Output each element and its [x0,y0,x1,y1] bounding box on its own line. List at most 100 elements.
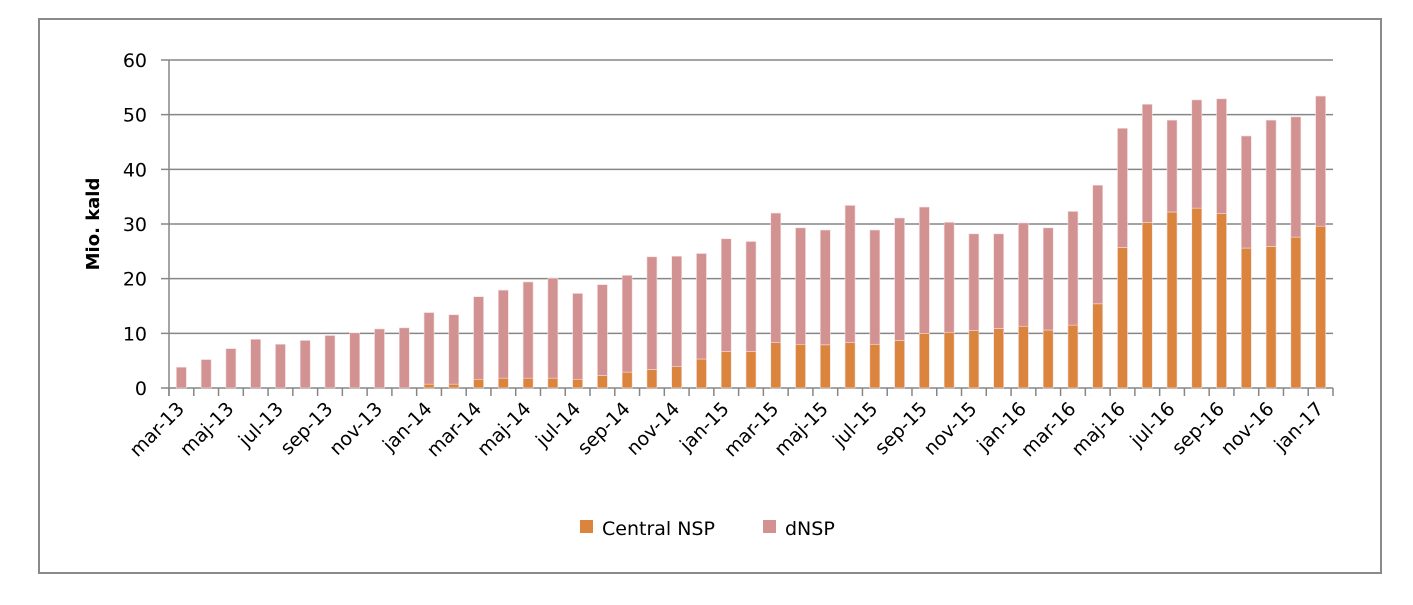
bar-central-nsp [770,342,782,389]
bar-dnsp [1067,211,1079,326]
bar-central-nsp [894,340,905,389]
bar-central-nsp [522,377,534,389]
bar-dnsp [398,327,410,389]
bar-dnsp [176,366,187,389]
bar-central-nsp [943,331,955,389]
bar-dnsp [671,255,683,367]
bar-central-nsp [671,366,683,389]
x-tick-label: sep-14 [573,398,634,459]
bar-central-nsp [1290,236,1302,389]
legend-swatch-central-nsp [580,520,593,533]
bar-dnsp [696,253,707,360]
bar-central-nsp [844,342,856,389]
bar-dnsp [324,335,336,389]
bar-central-nsp [745,351,757,389]
bar-dnsp [1241,135,1252,249]
bar-central-nsp [1141,222,1153,389]
bar-dnsp [993,233,1004,329]
bar-dnsp [1117,128,1128,248]
x-tick-label: mar-16 [1017,398,1080,461]
bars [176,95,1326,389]
x-tick-label: jan-17 [1269,398,1328,457]
bar-dnsp [745,241,757,352]
bar-dnsp [968,233,980,331]
bar-dnsp [522,281,534,379]
bar-dnsp [448,314,460,385]
bar-central-nsp [1265,246,1277,389]
bar-central-nsp [968,330,980,389]
x-tick-label: maj-15 [770,398,833,461]
bar-central-nsp [1191,207,1203,389]
bar-dnsp [299,340,311,389]
bar-dnsp [572,293,583,380]
bar-central-nsp [919,333,930,389]
bar-dnsp [1092,184,1104,305]
legend-swatch-dnsp [763,520,776,533]
bar-central-nsp [547,377,559,389]
bar-central-nsp [993,328,1004,389]
legend-label-dnsp: dNSP [785,518,835,540]
bar-central-nsp [1315,225,1326,389]
bar-dnsp [1315,95,1326,227]
bar-dnsp [498,289,509,379]
bar-dnsp [1018,222,1029,327]
bar-dnsp [646,256,658,370]
legend: Central NSP dNSP [580,518,835,540]
x-tick-label: mar-14 [423,398,486,461]
bar-dnsp [844,205,856,343]
bar-dnsp [1216,98,1227,214]
x-tick-label: nov-14 [622,398,684,460]
bar-central-nsp [1067,324,1079,389]
bar-central-nsp [572,378,583,389]
bar-dnsp [894,217,905,341]
bar-central-nsp [795,343,806,389]
y-tick-label: 60 [123,50,147,72]
x-tick-label: sep-13 [276,398,337,459]
chart-frame [38,18,1382,574]
bar-dnsp [374,328,385,389]
x-tick-label: nov-16 [1217,398,1279,460]
bar-central-nsp [869,343,881,389]
bar-dnsp [1166,119,1178,213]
bar-dnsp [250,339,261,389]
y-tick-label: 50 [123,105,147,127]
bar-central-nsp [448,383,460,389]
y-tick-label: 0 [135,378,147,400]
bar-dnsp [770,212,782,343]
legend-label-central-nsp: Central NSP [602,518,715,540]
bar-dnsp [869,229,881,345]
bar-central-nsp [646,369,658,389]
bar-dnsp [1191,99,1203,209]
x-tick-label: maj-16 [1067,398,1130,461]
y-tick-label: 10 [123,323,147,345]
bar-dnsp [473,296,484,380]
bar-central-nsp [1166,211,1178,389]
bar-central-nsp [1042,329,1054,389]
bar-dnsp [200,359,212,389]
bar-dnsp [621,275,633,373]
x-tick-label: nov-15 [920,398,982,460]
bar-dnsp [1042,227,1054,331]
bar-dnsp [1141,103,1153,223]
x-tick-label: sep-16 [1168,398,1229,459]
bar-central-nsp [473,378,484,389]
bar-central-nsp [1092,303,1104,389]
bar-dnsp [597,284,608,376]
x-tick-label: sep-15 [871,398,932,459]
bar-dnsp [1290,116,1302,238]
y-tick-label: 20 [123,269,147,291]
y-tick-label: 40 [123,159,147,181]
bar-dnsp [720,238,732,352]
bar-dnsp [943,222,955,333]
bar-central-nsp [720,351,732,389]
bar-dnsp [225,348,237,389]
y-axis-label: Mio. kald [83,178,104,271]
bar-dnsp [275,343,286,389]
bar-central-nsp [498,377,509,389]
bar-central-nsp [597,375,608,389]
bar-central-nsp [1018,325,1029,389]
bar-dnsp [423,312,435,385]
bar-dnsp [819,229,831,346]
bar-dnsp [919,206,930,334]
bar-central-nsp [819,344,831,389]
